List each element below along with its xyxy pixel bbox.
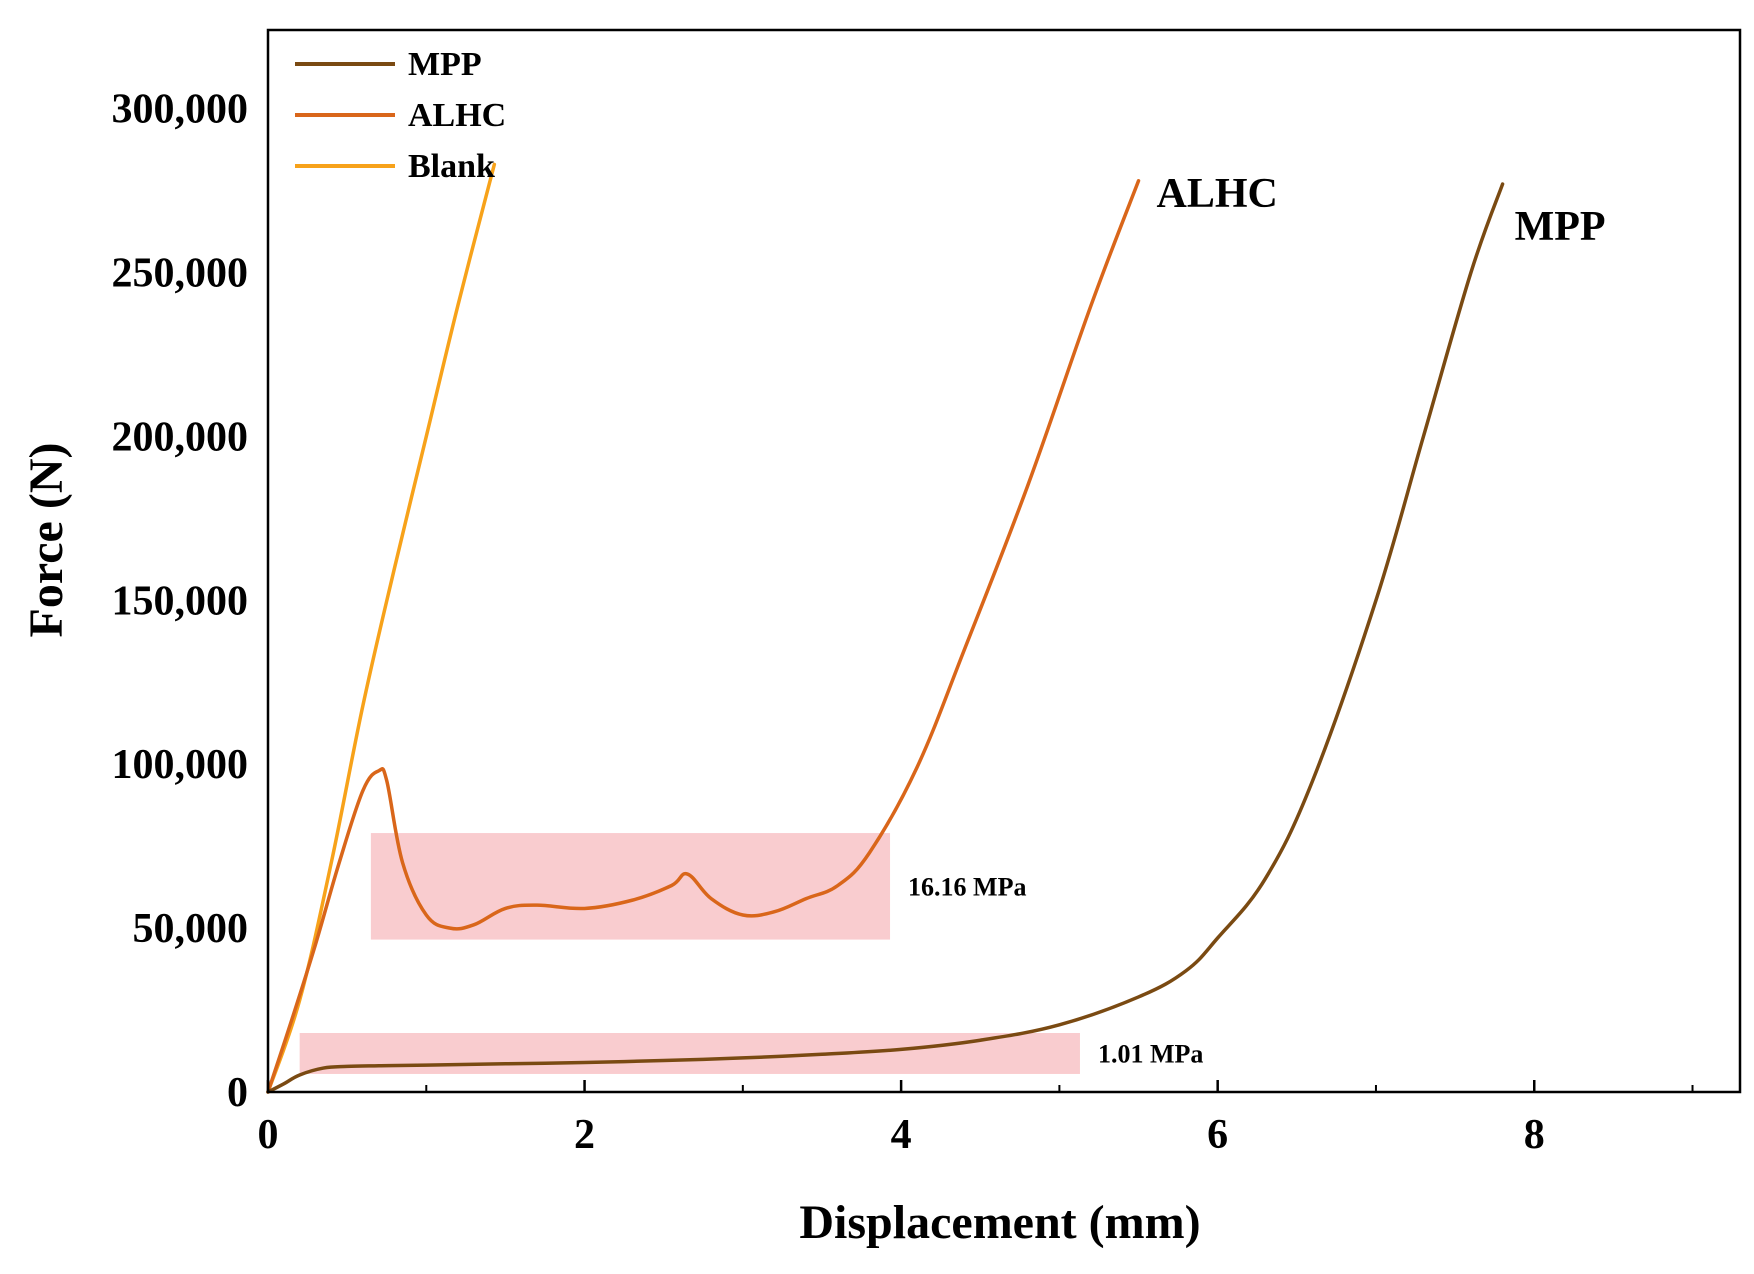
x-tick-label-1: 2 bbox=[574, 1112, 595, 1158]
series-line-alhc bbox=[266, 179, 1141, 1094]
series-line-mpp bbox=[266, 182, 1505, 1094]
y-tick-label-6: 300,000 bbox=[112, 87, 249, 133]
plot-frame bbox=[266, 28, 1742, 1094]
series-end-label-alhc: ALHC bbox=[1157, 171, 1278, 217]
series-lines bbox=[266, 162, 1505, 1094]
y-tick-label-3: 150,000 bbox=[112, 578, 249, 624]
highlight-bands bbox=[299, 833, 1080, 1074]
legend-label-mpp: MPP bbox=[408, 46, 482, 83]
x-tick-label-3: 6 bbox=[1207, 1112, 1228, 1158]
text-labels: 16.16 MPa 1.01 MPa ALHC MPP 0 2 4 6 8 0 50,000 100,… bbox=[112, 87, 1606, 1158]
legend-label-alhc: ALHC bbox=[408, 97, 506, 134]
x-axis-title: Displacement (mm) bbox=[799, 1196, 1200, 1249]
x-tick-label-2: 4 bbox=[891, 1112, 912, 1158]
highlight-band-1 bbox=[299, 1033, 1080, 1074]
y-tick-label-1: 50,000 bbox=[133, 906, 249, 952]
y-tick-label-4: 200,000 bbox=[112, 414, 249, 460]
y-tick-label-0: 0 bbox=[227, 1070, 248, 1116]
x-tick-label-0: 0 bbox=[258, 1112, 279, 1158]
highlight-band-0 bbox=[370, 833, 891, 940]
y-tick-label-5: 250,000 bbox=[112, 251, 249, 297]
legend-label-blank: Blank bbox=[408, 148, 495, 185]
legend: MPP ALHC Blank bbox=[295, 46, 506, 185]
y-axis-title: Force (N) bbox=[20, 443, 73, 638]
series-end-label-mpp: MPP bbox=[1515, 204, 1606, 250]
axis-ticks bbox=[266, 1080, 1694, 1092]
x-tick-label-4: 8 bbox=[1524, 1112, 1545, 1158]
series-line-blank bbox=[266, 162, 497, 1094]
band-label-1: 1.01 MPa bbox=[1098, 1039, 1203, 1068]
y-tick-label-2: 100,000 bbox=[112, 742, 249, 788]
band-label-0: 16.16 MPa bbox=[908, 872, 1026, 901]
